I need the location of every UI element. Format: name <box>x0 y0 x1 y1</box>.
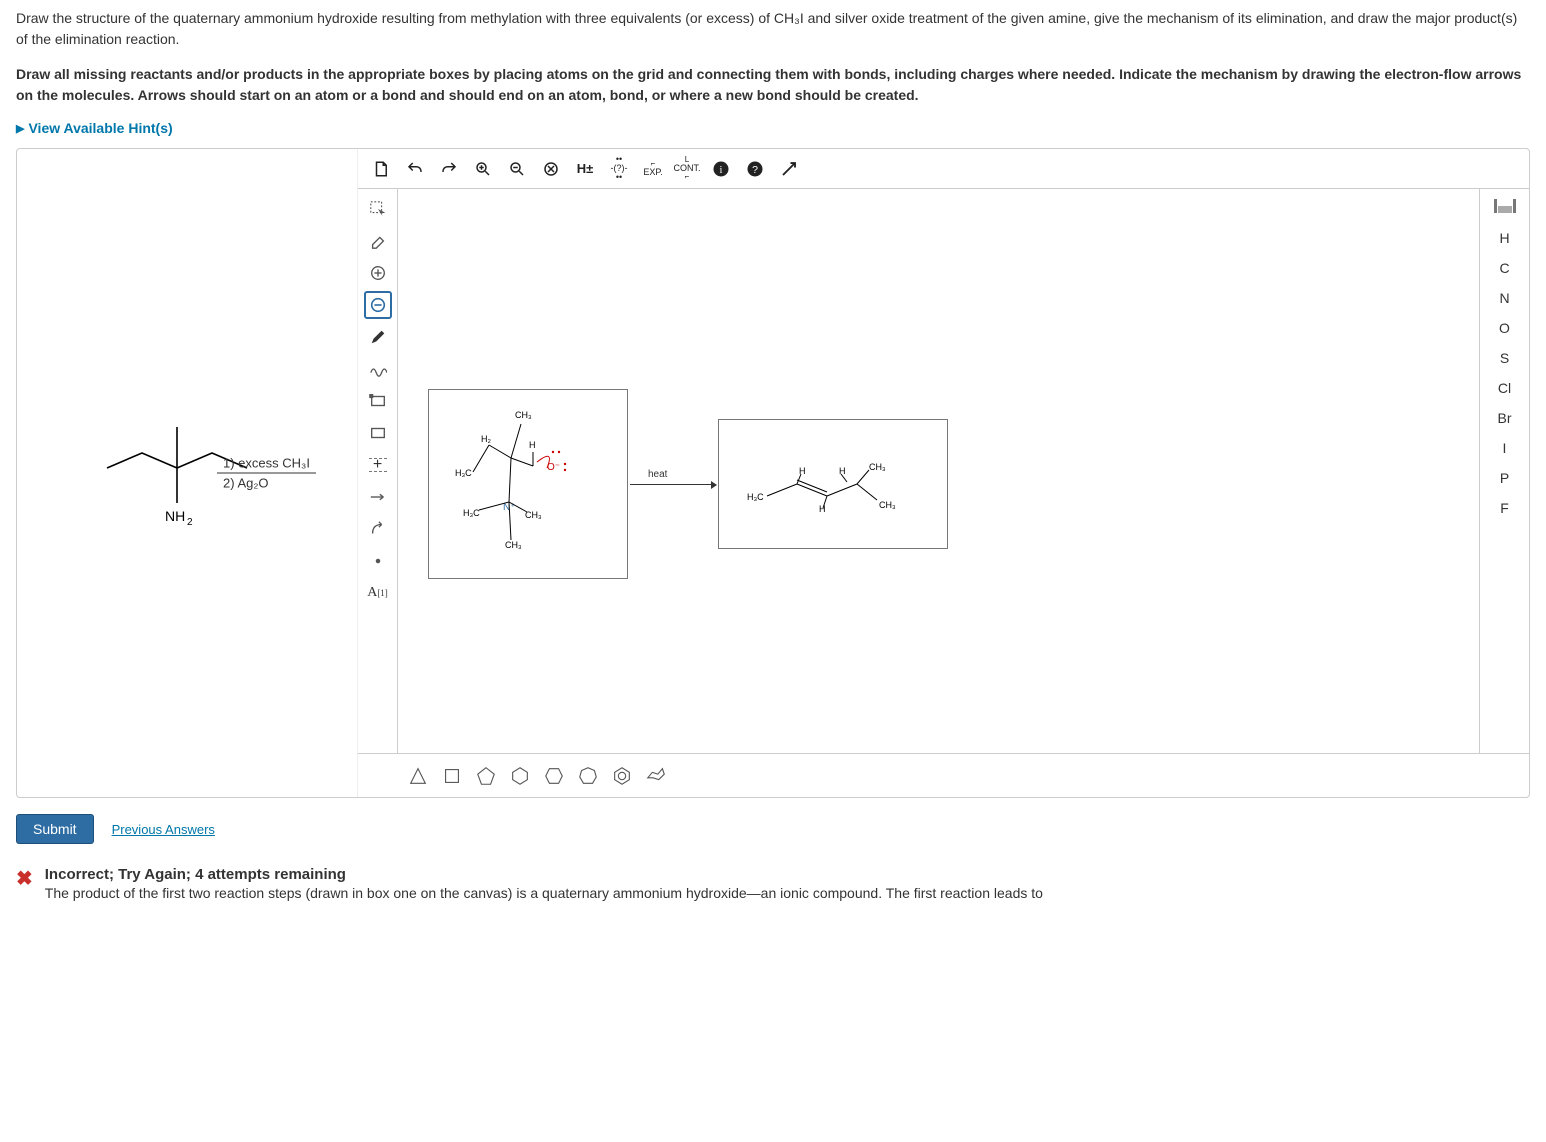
svg-text:H: H <box>819 504 826 514</box>
lone-pair-button[interactable]: ••-(?)-•• <box>606 156 632 182</box>
top-toolbar: H± ••-(?)-•• ⌐ EXP. L CONT. ⌐ i ? <box>358 149 1529 189</box>
marquee-tool-icon[interactable] <box>364 195 392 223</box>
box-tool-icon[interactable] <box>364 419 392 447</box>
element-i[interactable]: I <box>1497 438 1513 458</box>
cyclopentane-icon[interactable] <box>474 764 498 788</box>
eraser-tool-icon[interactable] <box>364 227 392 255</box>
add-charge-icon[interactable] <box>364 259 392 287</box>
hint-label: View Available Hint(s) <box>28 120 172 136</box>
svg-text:H₃C: H₃C <box>455 468 472 478</box>
problem-statement: Draw the structure of the quaternary amm… <box>16 8 1530 50</box>
zoom-out-icon[interactable] <box>504 156 530 182</box>
element-c[interactable]: C <box>1493 258 1515 278</box>
delete-icon[interactable] <box>538 156 564 182</box>
svg-text:CH₃: CH₃ <box>525 510 542 520</box>
svg-text:H: H <box>529 440 536 450</box>
cyclopropane-icon[interactable] <box>406 764 430 788</box>
problem-instruction: Draw all missing reactants and/or produc… <box>16 64 1530 106</box>
feedback-block: ✖ Incorrect; Try Again; 4 attempts remai… <box>16 866 1530 901</box>
svg-text:H₃C: H₃C <box>747 492 764 502</box>
heat-label: heat <box>648 469 667 480</box>
zoom-in-icon[interactable] <box>470 156 496 182</box>
remove-charge-icon[interactable] <box>364 291 392 319</box>
reaction-arrow-icon[interactable] <box>364 483 392 511</box>
pencil-tool-icon[interactable] <box>364 323 392 351</box>
undo-icon[interactable] <box>402 156 428 182</box>
element-n[interactable]: N <box>1493 288 1515 308</box>
reactant-box-1[interactable]: CH₃ H₂ H₃C H₃C CH₃ CH₃ N⁺ O⁻ <box>428 389 628 579</box>
product-box-2[interactable]: H₃C CH₃ CH₃ H H H <box>718 419 948 549</box>
cyclohexane2-icon[interactable] <box>542 764 566 788</box>
left-toolbar: + A[1] <box>358 189 398 753</box>
reagent-line-1: 1) excess CH₃I <box>217 454 316 474</box>
element-p[interactable]: P <box>1494 468 1515 488</box>
isotope-label-icon[interactable]: A[1] <box>364 579 392 607</box>
fragment-add-icon[interactable]: + <box>364 451 392 479</box>
svg-text:CH₃: CH₃ <box>879 500 896 510</box>
element-br[interactable]: Br <box>1492 408 1518 428</box>
radical-dot-icon[interactable] <box>364 547 392 575</box>
error-x-icon: ✖ <box>16 866 33 891</box>
feedback-title: Incorrect; Try Again; 4 attempts remaini… <box>45 866 1043 883</box>
editor-area: H± ••-(?)-•• ⌐ EXP. L CONT. ⌐ i ? <box>357 149 1529 797</box>
submit-button[interactable]: Submit <box>16 814 94 844</box>
periodic-table-icon[interactable] <box>1488 197 1522 218</box>
cont-button[interactable]: L CONT. ⌐ <box>674 156 700 182</box>
reagent-line-2: 2) Ag₂O <box>217 474 316 493</box>
cyclobutane-icon[interactable] <box>440 764 464 788</box>
previous-answers-link[interactable]: Previous Answers <box>112 822 215 837</box>
svg-text:2: 2 <box>187 517 193 528</box>
element-f[interactable]: F <box>1494 498 1515 518</box>
curved-arrow-icon[interactable] <box>364 515 392 543</box>
feedback-body: The product of the first two reaction st… <box>45 885 1043 901</box>
info-icon[interactable]: i <box>708 156 734 182</box>
wavy-bond-icon[interactable] <box>364 355 392 383</box>
element-o[interactable]: O <box>1493 318 1516 338</box>
svg-text:H₃C: H₃C <box>463 508 480 518</box>
submit-row: Submit Previous Answers <box>16 814 1530 844</box>
element-toolbar: H C N O S Cl Br I P F <box>1479 189 1529 753</box>
chair-icon[interactable] <box>644 764 668 788</box>
drawing-canvas[interactable]: CH₃ H₂ H₃C H₃C CH₃ CH₃ N⁺ O⁻ <box>398 189 1479 753</box>
element-h[interactable]: H <box>1493 228 1515 248</box>
view-hints-toggle[interactable]: View Available Hint(s) <box>16 120 1530 136</box>
cyclohexane-icon[interactable] <box>508 764 532 788</box>
fullscreen-icon[interactable] <box>776 156 802 182</box>
svg-text:?: ? <box>752 163 758 175</box>
reagent-block: 1) excess CH₃I 2) Ag₂O <box>217 454 316 493</box>
editor-frame: NH 2 1) excess CH₃I 2) Ag₂O H± •• <box>16 148 1530 798</box>
svg-text:H: H <box>839 466 846 476</box>
ring-template-toolbar <box>358 753 1529 797</box>
element-cl[interactable]: Cl <box>1492 378 1517 398</box>
exp-button[interactable]: ⌐ EXP. <box>640 156 666 182</box>
redo-icon[interactable] <box>436 156 462 182</box>
svg-text:i: i <box>720 164 723 175</box>
benzene-icon[interactable] <box>610 764 634 788</box>
selection-box-icon[interactable] <box>364 387 392 415</box>
starting-material-panel: NH 2 1) excess CH₃I 2) Ag₂O <box>17 149 357 797</box>
canvas-row: + A[1] CH₃ H₂ H₃C H₃C <box>358 189 1529 753</box>
reaction-arrow <box>630 484 716 485</box>
svg-text:CH₃: CH₃ <box>869 462 886 472</box>
cycloheptane-icon[interactable] <box>576 764 600 788</box>
svg-text:H₂: H₂ <box>481 434 491 444</box>
h-plusminus-button[interactable]: H± <box>572 156 598 182</box>
svg-text:CH₃: CH₃ <box>505 540 522 550</box>
new-icon[interactable] <box>368 156 394 182</box>
element-s[interactable]: S <box>1494 348 1515 368</box>
nh2-label: NH <box>165 508 185 524</box>
svg-text:H: H <box>799 466 806 476</box>
svg-text:CH₃: CH₃ <box>515 410 532 420</box>
help-icon[interactable]: ? <box>742 156 768 182</box>
